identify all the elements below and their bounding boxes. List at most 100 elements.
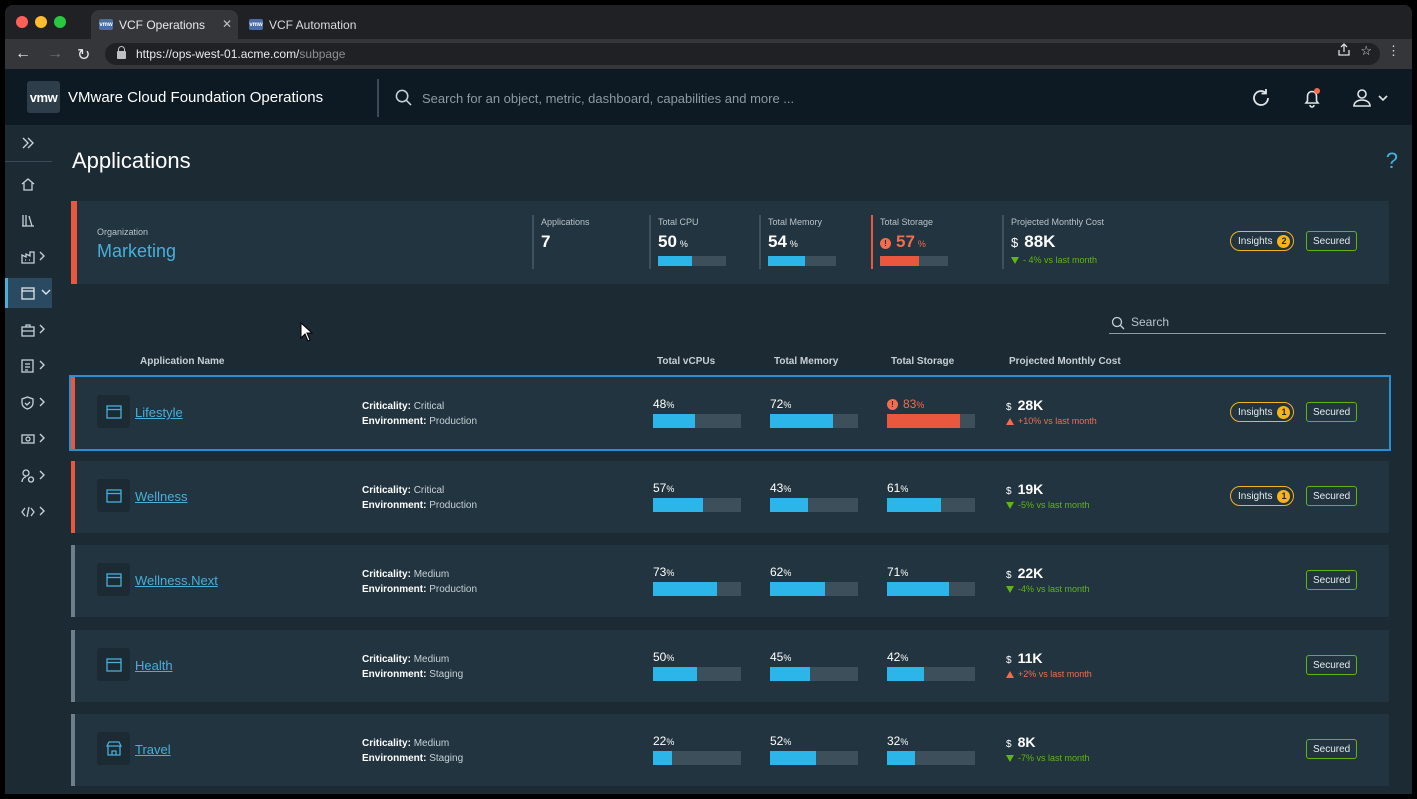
insights-badge[interactable]: Insights 2 xyxy=(1230,231,1295,251)
sidebar-item-inventory[interactable] xyxy=(5,315,52,345)
secured-badge[interactable]: Secured xyxy=(1306,570,1358,590)
url-host: https://ops-west-01.acme.com/ xyxy=(136,47,300,61)
sidebar-item-home[interactable] xyxy=(5,169,52,199)
tab-label: VCF Operations xyxy=(119,17,206,32)
refresh-icon[interactable] xyxy=(1250,87,1272,109)
sidebar-item-developer[interactable] xyxy=(5,497,52,527)
app-metadata: Criticality: Critical Environment: Produ… xyxy=(362,401,478,427)
kpi-label: Total Memory xyxy=(768,217,823,227)
building-icon xyxy=(21,251,35,264)
sidebar-item-infrastructure[interactable] xyxy=(5,242,52,272)
metric-value: 57% xyxy=(653,481,675,495)
reload-icon[interactable]: ↻ xyxy=(77,47,91,64)
secured-badge[interactable]: Secured xyxy=(1306,231,1358,251)
sidebar-item-security[interactable] xyxy=(5,388,52,418)
criticality-value: Critical xyxy=(413,485,445,496)
cost-trend: +2% vs last month xyxy=(1006,669,1092,679)
table-row[interactable]: Health Criticality: Medium Environment: … xyxy=(71,630,1389,702)
insights-badge[interactable]: Insights 1 xyxy=(1230,486,1295,506)
url-field[interactable]: https://ops-west-01.acme.com/ subpage xyxy=(105,43,1380,65)
close-window-button[interactable] xyxy=(16,16,28,28)
maximize-window-button[interactable] xyxy=(54,16,66,28)
alert-icon: ! xyxy=(880,238,891,249)
main-content: Applications ? Organization Marketing Ap… xyxy=(52,125,1412,794)
bookmark-star-icon[interactable]: ☆ xyxy=(1360,43,1372,58)
share-icon[interactable] xyxy=(1338,43,1350,59)
secured-badge[interactable]: Secured xyxy=(1306,486,1358,506)
sidebar-item-reports[interactable] xyxy=(5,351,52,381)
metric-value: 32% xyxy=(887,734,909,748)
chevron-right-icon xyxy=(39,251,45,261)
insights-badge[interactable]: Insights 1 xyxy=(1230,402,1295,422)
column-header-name[interactable]: Application Name xyxy=(140,356,225,367)
kpi-value: ! 57% xyxy=(880,232,996,252)
application-name-link[interactable]: Wellness.Next xyxy=(135,573,218,588)
column-header-storage[interactable]: Total Storage xyxy=(891,356,955,367)
usage-bar xyxy=(653,582,741,596)
metric-value: 42% xyxy=(887,650,909,664)
window-icon xyxy=(105,572,122,587)
browser-tab-vcf-automation[interactable]: vmw VCF Automation xyxy=(241,10,401,39)
sidebar-item-applications[interactable] xyxy=(5,278,52,308)
cost-metric: $19K -5% vs last month xyxy=(1006,481,1090,510)
sidebar-item-cost[interactable] xyxy=(5,424,52,454)
org-name[interactable]: Marketing xyxy=(97,241,177,261)
application-name-link[interactable]: Lifestyle xyxy=(135,405,183,420)
search-icon[interactable] xyxy=(395,89,412,106)
trend-down-icon xyxy=(1006,501,1014,509)
forward-arrow-icon[interactable]: → xyxy=(47,45,63,62)
bar-fill xyxy=(653,498,704,512)
column-header-cost[interactable]: Projected Monthly Cost xyxy=(1009,356,1121,367)
application-name-link[interactable]: Wellness xyxy=(135,489,188,504)
metric-value: 45% xyxy=(770,650,792,664)
minimize-window-button[interactable] xyxy=(35,16,47,28)
browser-window: vmw VCF Operations ✕ vmw VCF Automation … xyxy=(5,5,1412,794)
environment-value: Production xyxy=(429,584,478,595)
memory-metric: 72% xyxy=(770,397,858,428)
back-arrow-icon[interactable]: ← xyxy=(15,45,31,62)
cost-trend: - 4% vs last month xyxy=(1011,255,1182,265)
kpi-applications: Applications 7 xyxy=(532,215,642,269)
secured-badge[interactable]: Secured xyxy=(1306,655,1358,675)
vcpu-metric: 73% xyxy=(653,565,741,596)
table-row[interactable]: Lifestyle Criticality: Critical Environm… xyxy=(69,375,1391,451)
secured-badge[interactable]: Secured xyxy=(1306,402,1358,422)
column-header-vcpu[interactable]: Total vCPUs xyxy=(657,356,716,367)
cost-value: $22K xyxy=(1006,565,1044,581)
sidebar-item-library[interactable] xyxy=(5,205,52,235)
tab-close-icon[interactable]: ✕ xyxy=(221,17,232,31)
global-search-input[interactable]: Search for an object, metric, dashboard,… xyxy=(422,91,795,106)
table-row[interactable]: Wellness Criticality: Critical Environme… xyxy=(71,461,1389,533)
browser-tab-vcf-operations[interactable]: vmw VCF Operations ✕ xyxy=(91,10,238,39)
column-header-memory[interactable]: Total Memory xyxy=(774,356,839,367)
alert-icon: ! xyxy=(887,399,898,410)
cost-value: $11K xyxy=(1006,650,1043,666)
help-icon[interactable]: ? xyxy=(1385,148,1398,173)
application-name-link[interactable]: Health xyxy=(135,658,173,673)
criticality-value: Medium xyxy=(413,569,450,580)
environment-value: Production xyxy=(429,500,478,511)
vmw-favicon-icon: vmw xyxy=(249,19,263,30)
sidebar-expand-button[interactable] xyxy=(5,128,52,158)
user-menu-icon[interactable] xyxy=(1352,87,1388,109)
table-row[interactable]: Travel Criticality: Medium Environment: … xyxy=(71,714,1389,786)
sidebar-item-administration[interactable] xyxy=(5,461,52,491)
usage-bar xyxy=(770,582,858,596)
app-title: VMware Cloud Foundation Operations xyxy=(68,89,324,106)
storage-metric: 61% xyxy=(887,481,975,512)
secured-badge[interactable]: Secured xyxy=(1306,739,1358,759)
bar-fill xyxy=(653,414,696,428)
home-icon xyxy=(21,178,35,191)
cost-trend: -7% vs last month xyxy=(1006,753,1090,763)
application-name-link[interactable]: Travel xyxy=(135,742,171,757)
table-search-input[interactable]: Search xyxy=(1109,313,1386,334)
cost-value: $28K xyxy=(1006,397,1044,413)
bar-fill xyxy=(768,256,805,266)
table-row[interactable]: Wellness.Next Criticality: Medium Enviro… xyxy=(71,545,1389,617)
url-path: subpage xyxy=(299,47,346,61)
browser-menu-icon[interactable]: ⋮ xyxy=(1387,43,1400,58)
notifications-bell-icon[interactable] xyxy=(1301,87,1323,109)
chevron-right-icon xyxy=(39,433,45,443)
environment-value: Staging xyxy=(429,669,464,680)
bar-fill xyxy=(770,667,810,681)
